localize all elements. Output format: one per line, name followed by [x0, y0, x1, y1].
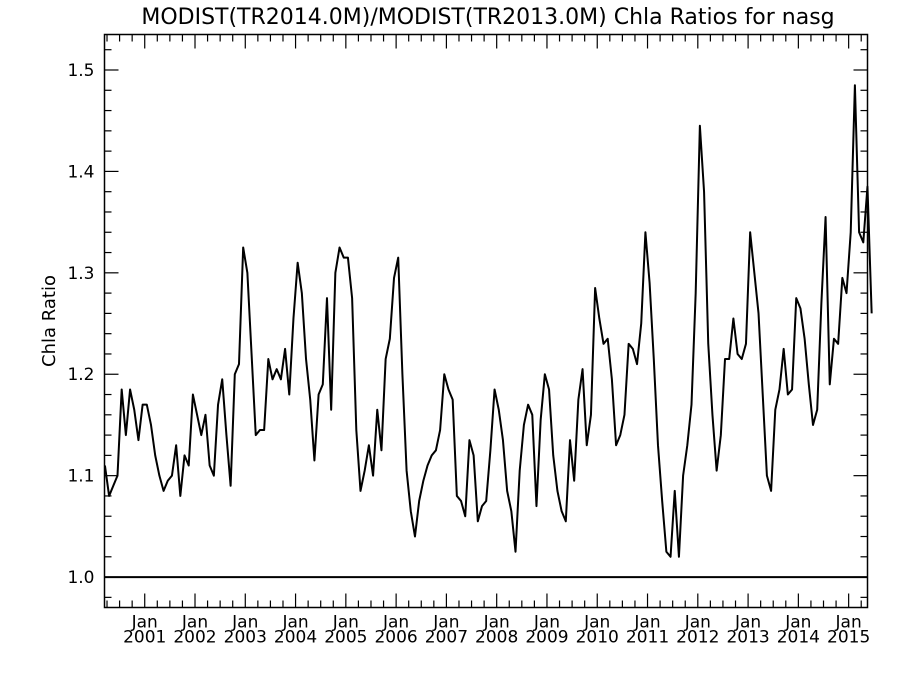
x-tick-month-label: Jan — [583, 613, 610, 633]
x-tick-year-label: 2007 — [425, 628, 468, 648]
x-tick-year-label: 2001 — [123, 628, 166, 648]
x-tick-year-label: 2002 — [173, 628, 216, 648]
x-tick-year-label: 2008 — [475, 628, 518, 648]
plot-frame — [103, 33, 869, 609]
x-tick-year-label: 2003 — [224, 628, 267, 648]
x-tick-month-label: Jan — [784, 613, 811, 633]
x-tick-month-label: Jan — [734, 613, 761, 633]
x-tick-month-label: Jan — [281, 613, 308, 633]
y-tick-label: 1.1 — [67, 467, 94, 487]
x-tick-month-label: Jan — [684, 613, 711, 633]
x-tick-month-label: Jan — [835, 613, 862, 633]
x-tick-month-label: Jan — [231, 613, 258, 633]
y-tick-label: 1.0 — [67, 568, 94, 588]
axis-tick-labels: 1.01.11.21.31.41.5Jan2001Jan2002Jan2003J… — [67, 61, 870, 648]
x-tick-year-label: 2013 — [726, 628, 769, 648]
y-axis-label: Chla Ratio — [39, 275, 60, 367]
x-tick-year-label: 2014 — [777, 628, 820, 648]
y-tick-label: 1.4 — [67, 162, 94, 182]
y-tick-label: 1.3 — [67, 264, 94, 284]
x-tick-month-label: Jan — [382, 613, 409, 633]
x-tick-month-label: Jan — [181, 613, 208, 633]
x-tick-year-label: 2015 — [827, 628, 870, 648]
x-tick-month-label: Jan — [432, 613, 459, 633]
x-tick-month-label: Jan — [633, 613, 660, 633]
x-tick-month-label: Jan — [533, 613, 560, 633]
x-tick-year-label: 2005 — [324, 628, 367, 648]
x-tick-month-label: Jan — [131, 613, 158, 633]
x-tick-month-label: Jan — [483, 613, 510, 633]
series-line — [103, 84, 873, 558]
x-tick-year-label: 2006 — [374, 628, 417, 648]
x-tick-year-label: 2012 — [676, 628, 719, 648]
chart-title: MODIST(TR2014.0M)/MODIST(TR2013.0M) Chla… — [141, 5, 834, 30]
x-tick-month-label: Jan — [332, 613, 359, 633]
x-tick-year-label: 2011 — [626, 628, 669, 648]
y-tick-label: 1.2 — [67, 365, 94, 385]
axis-ticks — [104, 34, 868, 608]
x-tick-year-label: 2010 — [576, 628, 619, 648]
x-tick-year-label: 2009 — [525, 628, 568, 648]
x-tick-year-label: 2004 — [274, 628, 317, 648]
y-tick-label: 1.5 — [67, 61, 94, 81]
